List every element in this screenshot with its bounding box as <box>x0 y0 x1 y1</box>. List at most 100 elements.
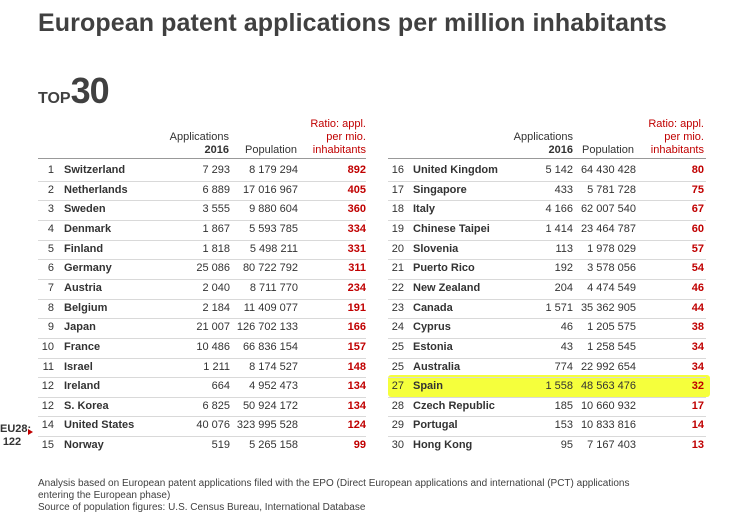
table-row: 7 Austria 2 040 8 711 770 234 <box>38 279 366 299</box>
eu28-arrow-icon <box>28 429 33 435</box>
row-rank: 4 <box>47 222 54 235</box>
row-ratio: 46 <box>691 281 704 294</box>
left-header-applications-line1: Applications <box>169 131 229 143</box>
table-row: 17 Singapore 433 5 781 728 75 <box>388 181 706 201</box>
row-rank: 12 <box>41 380 54 393</box>
row-rank: 9 <box>47 321 54 334</box>
row-population: 1 205 575 <box>587 321 636 334</box>
row-separator <box>388 318 706 320</box>
row-ratio: 75 <box>691 183 704 196</box>
row-applications: 192 <box>554 262 573 275</box>
row-rank: 21 <box>391 262 404 275</box>
row-applications: 2 184 <box>202 301 230 314</box>
row-rank: 10 <box>41 340 54 353</box>
table-row: 30 Hong Kong 95 7 167 403 13 <box>388 436 706 456</box>
row-ratio: 99 <box>353 439 366 452</box>
row-country: Portugal <box>413 419 458 432</box>
row-population: 22 992 654 <box>580 360 636 373</box>
table-row: 23 Canada 1 571 35 362 905 44 <box>388 299 706 319</box>
table-row: 25 Estonia 43 1 258 545 34 <box>388 338 706 358</box>
row-separator <box>388 180 706 182</box>
row-ratio: 13 <box>691 439 704 452</box>
row-rank: 18 <box>391 203 404 216</box>
right-header-ratio-line3: inhabitants <box>650 144 704 156</box>
row-applications: 1 867 <box>202 222 230 235</box>
table-row: 5 Finland 1 818 5 498 211 331 <box>38 240 366 260</box>
row-separator <box>38 318 366 320</box>
row-country: New Zealand <box>413 281 481 294</box>
row-population: 35 362 905 <box>580 301 636 314</box>
top30-badge-big: 30 <box>70 70 110 111</box>
row-rank: 20 <box>391 242 404 255</box>
left-header-ratio: Ratio: appl. per mio. inhabitants <box>300 118 366 157</box>
right-header-rule <box>388 158 706 159</box>
table-row: 22 New Zealand 204 4 474 549 46 <box>388 279 706 299</box>
row-population: 62 007 540 <box>580 203 636 216</box>
row-population: 7 167 403 <box>587 439 636 452</box>
row-population: 5 781 728 <box>587 183 636 196</box>
row-country: S. Korea <box>64 399 109 412</box>
row-population: 23 464 787 <box>580 222 636 235</box>
table-row: 1 Switzerland 7 293 8 179 294 892 <box>38 161 366 181</box>
row-country: United Kingdom <box>413 164 498 176</box>
row-country: Czech Republic <box>413 399 495 412</box>
table-row: 12 Ireland 664 4 952 473 134 <box>38 377 366 397</box>
row-population: 50 924 172 <box>242 399 298 412</box>
row-separator <box>388 259 706 261</box>
row-ratio: 34 <box>691 360 704 373</box>
row-ratio: 331 <box>347 242 366 255</box>
row-separator <box>388 377 706 379</box>
row-separator <box>38 337 366 339</box>
row-applications: 5 142 <box>545 164 573 176</box>
row-applications: 664 <box>211 380 230 393</box>
row-applications: 46 <box>560 321 573 334</box>
row-applications: 1 211 <box>203 360 230 373</box>
row-applications: 185 <box>554 399 573 412</box>
row-separator <box>388 337 706 339</box>
row-applications: 10 486 <box>196 340 230 353</box>
page-title: European patent applications per million… <box>38 9 667 37</box>
row-population: 64 430 428 <box>580 164 636 176</box>
table-row: 21 Puerto Rico 192 3 578 056 54 <box>388 259 706 279</box>
row-rank: 25 <box>391 340 404 353</box>
row-applications: 153 <box>554 419 573 432</box>
row-country: Israel <box>64 360 93 373</box>
row-ratio: 60 <box>691 222 704 235</box>
right-header-population: Population <box>582 144 634 156</box>
row-country: Belgium <box>64 301 108 314</box>
top30-badge: TOP30 <box>38 70 110 112</box>
row-ratio: 14 <box>691 419 704 432</box>
right-header-applications-line1: Applications <box>513 131 573 143</box>
row-ratio: 311 <box>348 262 366 275</box>
row-separator <box>38 357 366 359</box>
table-row: 18 Italy 4 166 62 007 540 67 <box>388 200 706 220</box>
row-rank: 8 <box>47 301 54 314</box>
row-country: Denmark <box>64 222 112 235</box>
row-ratio: 32 <box>691 380 704 393</box>
row-applications: 204 <box>554 281 573 294</box>
row-separator <box>38 180 366 182</box>
footnote-line1: Analysis based on European patent applic… <box>38 478 630 489</box>
row-applications: 95 <box>560 439 573 452</box>
row-applications: 21 007 <box>196 321 230 334</box>
row-applications: 6 825 <box>202 399 230 412</box>
row-applications: 6 889 <box>202 183 230 196</box>
row-separator <box>38 298 366 300</box>
row-country: Norway <box>64 439 104 452</box>
left-header-ratio-line2: per mio. <box>326 131 366 143</box>
row-rank: 6 <box>47 262 54 275</box>
footnote-line2: entering the European phase) <box>38 490 171 501</box>
row-country: Netherlands <box>64 183 128 196</box>
row-applications: 4 166 <box>545 203 573 216</box>
row-population: 8 711 770 <box>249 281 298 294</box>
table-row: 16 United Kingdom 5 142 64 430 428 80 <box>388 161 706 181</box>
table-row: 27 Spain 1 558 48 563 476 32 <box>388 377 706 397</box>
row-population: 5 265 158 <box>249 439 298 452</box>
table-row: 20 Slovenia 113 1 978 029 57 <box>388 240 706 260</box>
row-applications: 1 414 <box>545 222 573 235</box>
top30-badge-small: TOP <box>38 90 71 107</box>
row-rank: 23 <box>391 301 404 314</box>
row-separator <box>38 278 366 280</box>
row-ratio: 80 <box>691 164 704 176</box>
row-population: 4 474 549 <box>587 281 636 294</box>
